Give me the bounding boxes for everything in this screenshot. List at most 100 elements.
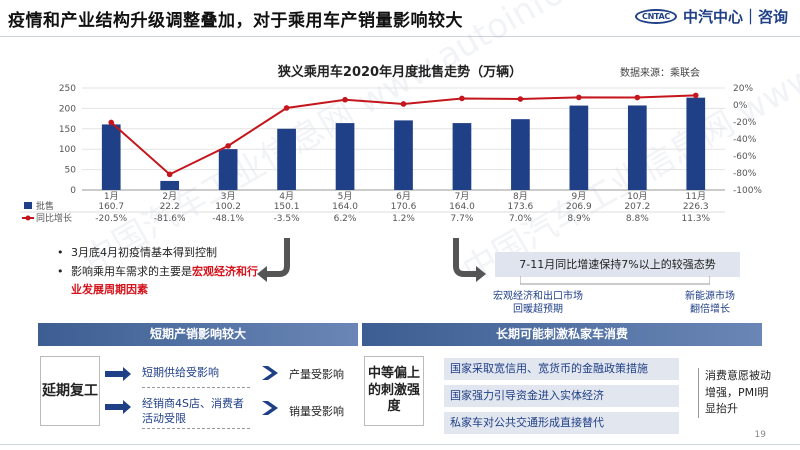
effect-reason: 短期供给受影响	[142, 366, 250, 388]
stimulus-box: 中等偏上的刺激强度	[364, 356, 424, 426]
policy-item: 私家车对公共交通形成直接替代	[444, 412, 679, 434]
bar	[394, 120, 413, 190]
legend-line-marker	[25, 215, 31, 221]
y2-tick-label: -100%	[733, 186, 762, 196]
chart-title: 狭义乘用车2020年月度批售走势（万辆）	[277, 64, 522, 80]
y2-tick-label: 20%	[733, 84, 753, 94]
bracket-icon	[520, 276, 710, 285]
line-point	[692, 92, 699, 99]
logo-text: 中汽中心｜咨询	[682, 8, 788, 26]
bar-data-label: 207.2	[624, 202, 650, 212]
delay-box: 延期复工	[40, 356, 100, 426]
line-point	[634, 94, 641, 101]
x-tick-label: 11月	[686, 191, 706, 202]
bar	[686, 97, 706, 190]
footer-divider	[0, 444, 800, 445]
outcome-note: 消费意愿被动增强，PMI明显抬升	[698, 368, 776, 418]
bar-data-label: 173.6	[508, 202, 534, 212]
y-tick-label: 50	[65, 166, 77, 176]
y2-tick-label: 0%	[733, 101, 748, 111]
line-point	[517, 96, 524, 102]
bar	[277, 128, 296, 190]
line-data-label: 11.3%	[681, 214, 710, 224]
bar	[452, 123, 472, 190]
chart-source: 数据来源：乘联会	[620, 66, 700, 79]
x-tick-label: 4月	[279, 191, 294, 202]
line-data-label: 6.2%	[334, 214, 357, 224]
y-tick-label: 100	[59, 145, 76, 155]
y2-tick-label: -80%	[733, 169, 757, 179]
bar-data-label: 22.2	[160, 202, 180, 212]
page-title: 疫情和产业结构升级调整叠加，对于乘用车产销量影响较大	[8, 11, 463, 31]
page-number: 19	[754, 430, 766, 440]
chevron-right-icon	[262, 401, 278, 415]
x-tick-label: 10月	[627, 191, 647, 202]
line-data-label: -3.5%	[274, 214, 301, 224]
bullet-text: 影响乘用车需求的主要是	[71, 264, 192, 278]
x-tick-label: 5月	[338, 191, 353, 202]
note-nev: 新能源市场 翻倍增长	[685, 291, 735, 315]
effect-result: 销量受影响	[289, 405, 344, 418]
line-point	[342, 96, 348, 103]
left-bullet-list: 3月底4月初疫情基本得到控制 影响乘用车需求的主要是宏观经济和行业发展周期因素	[55, 244, 265, 300]
line-point	[283, 105, 290, 111]
x-tick-label: 7月	[455, 191, 470, 202]
y-tick-label: 250	[59, 84, 76, 94]
chevron-right-icon	[262, 366, 278, 380]
line-point	[459, 95, 465, 102]
line-point	[166, 171, 173, 178]
bar-data-label: 164.0	[332, 202, 358, 212]
logo-mark: CNTAC	[635, 9, 677, 24]
line-point	[400, 101, 407, 107]
logo: CNTAC 中汽中心｜咨询	[635, 6, 788, 27]
bar	[569, 105, 589, 190]
bar-data-label: 226.3	[683, 202, 709, 212]
y2-tick-label: -40%	[733, 135, 757, 145]
bullet-item: 影响乘用车需求的主要是宏观经济和行业发展周期因素	[55, 263, 265, 300]
bar-data-label: 206.9	[566, 202, 592, 212]
y-tick-label: 150	[59, 125, 76, 135]
line-point	[576, 94, 582, 101]
trend-summary-box: 7-11月同比增速保持7%以上的较强态势	[495, 252, 740, 277]
legend-bar-label: 批售	[36, 200, 54, 212]
line-data-label: -48.1%	[212, 214, 244, 224]
x-tick-label: 9月	[571, 191, 586, 202]
x-tick-label: 3月	[221, 191, 236, 202]
bar	[218, 149, 238, 190]
y2-tick-label: -60%	[733, 152, 757, 162]
policy-item: 国家采取宽信用、宽货币的金融政策措施	[444, 358, 679, 380]
bar-data-label: 164.0	[449, 202, 475, 212]
curved-arrow-left-icon	[257, 238, 290, 282]
bar	[627, 105, 647, 190]
legend-bar-swatch	[24, 202, 32, 209]
y-tick-label: 200	[59, 104, 76, 114]
x-tick-label: 1月	[104, 191, 119, 202]
line-data-label: 7.0%	[509, 214, 532, 224]
line-data-label: 1.2%	[392, 214, 415, 224]
x-tick-label: 8月	[513, 191, 528, 202]
bullet-highlight: 宏观经济和行业发展周期因素	[71, 264, 258, 297]
monthly-sales-chart: 狭义乘用车2020年月度批售走势（万辆） 数据来源：乘联会 0 50 100 150 2…	[20, 64, 762, 224]
legend-line-label: 同比增长	[36, 212, 72, 224]
arrow-right-icon	[105, 367, 131, 381]
line-data-label: 7.7%	[451, 214, 474, 224]
line-data-label: 8.8%	[626, 214, 649, 224]
effect-result: 产量受影响	[289, 368, 344, 381]
band-short-term: 短期产销影响较大	[38, 323, 358, 346]
x-tick-label: 6月	[396, 191, 411, 202]
bar-data-label: 150.1	[274, 202, 300, 212]
bar	[160, 180, 180, 190]
bar	[511, 119, 530, 190]
bullet-item: 3月底4月初疫情基本得到控制	[55, 244, 265, 263]
bar	[335, 123, 355, 190]
bar-data-label: 100.2	[215, 202, 241, 212]
curved-arrow-right-icon	[453, 238, 486, 282]
x-tick-label: 2月	[162, 191, 177, 202]
policy-item: 国家强力引导资金进入实体经济	[444, 385, 679, 407]
bar-data-label: 160.7	[98, 202, 124, 212]
line-point	[225, 143, 231, 149]
bar-data-label: 170.6	[391, 202, 417, 212]
bar	[101, 124, 121, 190]
y-tick-label: 0	[70, 186, 76, 196]
effect-reason: 经销商4S店、消费者活动受限	[142, 397, 250, 429]
